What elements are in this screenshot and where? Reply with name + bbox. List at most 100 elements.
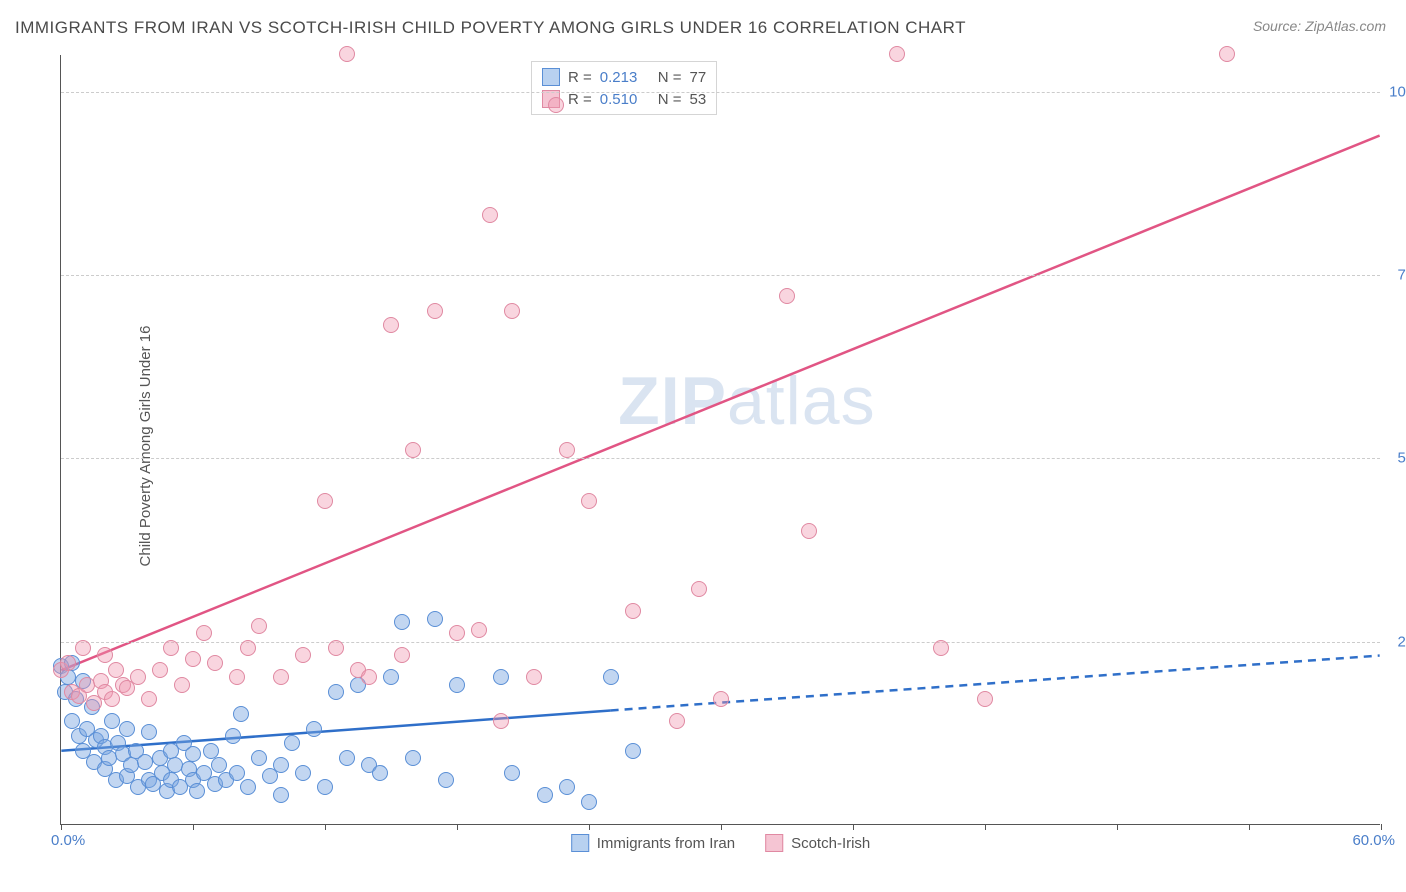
data-point: [60, 655, 76, 671]
data-point: [482, 207, 498, 223]
x-axis-label-max: 60.0%: [1352, 832, 1395, 849]
data-point: [273, 787, 289, 803]
data-point: [493, 669, 509, 685]
data-point: [581, 794, 597, 810]
gridline-h: [61, 458, 1380, 459]
data-point: [526, 669, 542, 685]
legend-swatch: [765, 834, 783, 852]
data-point: [328, 640, 344, 656]
data-point: [225, 728, 241, 744]
x-tick: [61, 824, 62, 830]
x-axis-label-min: 0.0%: [51, 832, 85, 849]
data-point: [504, 765, 520, 781]
data-point: [306, 721, 322, 737]
legend-item: Immigrants from Iran: [571, 834, 735, 852]
data-point: [383, 317, 399, 333]
data-point: [211, 757, 227, 773]
legend-item: Scotch-Irish: [765, 834, 870, 852]
plot-area: ZIPatlas R =0.213N =77R =0.510N =53 Immi…: [60, 55, 1380, 825]
data-point: [137, 754, 153, 770]
data-point: [471, 622, 487, 638]
data-point: [240, 640, 256, 656]
data-point: [119, 721, 135, 737]
gridline-h: [61, 92, 1380, 93]
data-point: [229, 765, 245, 781]
data-point: [64, 713, 80, 729]
x-tick: [853, 824, 854, 830]
data-point: [339, 750, 355, 766]
data-point: [284, 735, 300, 751]
data-point: [625, 603, 641, 619]
data-point: [273, 757, 289, 773]
data-point: [977, 691, 993, 707]
data-point: [548, 97, 564, 113]
data-point: [449, 677, 465, 693]
data-point: [163, 640, 179, 656]
y-tick-label: 75.0%: [1385, 267, 1406, 284]
data-point: [669, 713, 685, 729]
chart-title: IMMIGRANTS FROM IRAN VS SCOTCH-IRISH CHI…: [15, 18, 966, 38]
data-point: [691, 581, 707, 597]
data-point: [493, 713, 509, 729]
x-tick: [985, 824, 986, 830]
data-point: [203, 743, 219, 759]
data-point: [438, 772, 454, 788]
gridline-h: [61, 275, 1380, 276]
data-point: [625, 743, 641, 759]
data-point: [779, 288, 795, 304]
x-tick: [457, 824, 458, 830]
data-point: [801, 523, 817, 539]
x-tick: [1249, 824, 1250, 830]
data-point: [372, 765, 388, 781]
data-point: [185, 651, 201, 667]
data-point: [328, 684, 344, 700]
data-point: [394, 647, 410, 663]
source-attribution: Source: ZipAtlas.com: [1253, 18, 1386, 34]
watermark: ZIPatlas: [618, 362, 875, 440]
data-point: [233, 706, 249, 722]
data-point: [251, 750, 267, 766]
data-point: [141, 724, 157, 740]
data-point: [75, 640, 91, 656]
data-point: [317, 779, 333, 795]
data-point: [229, 669, 245, 685]
data-point: [141, 691, 157, 707]
data-point: [713, 691, 729, 707]
data-point: [504, 303, 520, 319]
x-tick: [325, 824, 326, 830]
data-point: [361, 669, 377, 685]
data-point: [130, 669, 146, 685]
legend-swatch: [542, 68, 560, 86]
data-point: [317, 493, 333, 509]
legend-swatch: [571, 834, 589, 852]
x-tick: [721, 824, 722, 830]
data-point: [889, 46, 905, 62]
data-point: [537, 787, 553, 803]
data-point: [185, 746, 201, 762]
x-tick: [1117, 824, 1118, 830]
data-point: [383, 669, 399, 685]
data-point: [427, 303, 443, 319]
data-point: [449, 625, 465, 641]
trendlines-layer: [61, 55, 1380, 824]
data-point: [394, 614, 410, 630]
y-tick-label: 25.0%: [1385, 633, 1406, 650]
data-point: [581, 493, 597, 509]
data-point: [273, 669, 289, 685]
legend-series: Immigrants from Iran Scotch-Irish: [571, 834, 871, 852]
data-point: [559, 442, 575, 458]
data-point: [152, 662, 168, 678]
x-tick: [1381, 824, 1382, 830]
data-point: [251, 618, 267, 634]
data-point: [427, 611, 443, 627]
data-point: [339, 46, 355, 62]
data-point: [405, 442, 421, 458]
y-tick-label: 50.0%: [1385, 450, 1406, 467]
x-tick: [589, 824, 590, 830]
data-point: [1219, 46, 1235, 62]
x-tick: [193, 824, 194, 830]
data-point: [295, 765, 311, 781]
data-point: [603, 669, 619, 685]
data-point: [174, 677, 190, 693]
y-tick-label: 100.0%: [1385, 83, 1406, 100]
